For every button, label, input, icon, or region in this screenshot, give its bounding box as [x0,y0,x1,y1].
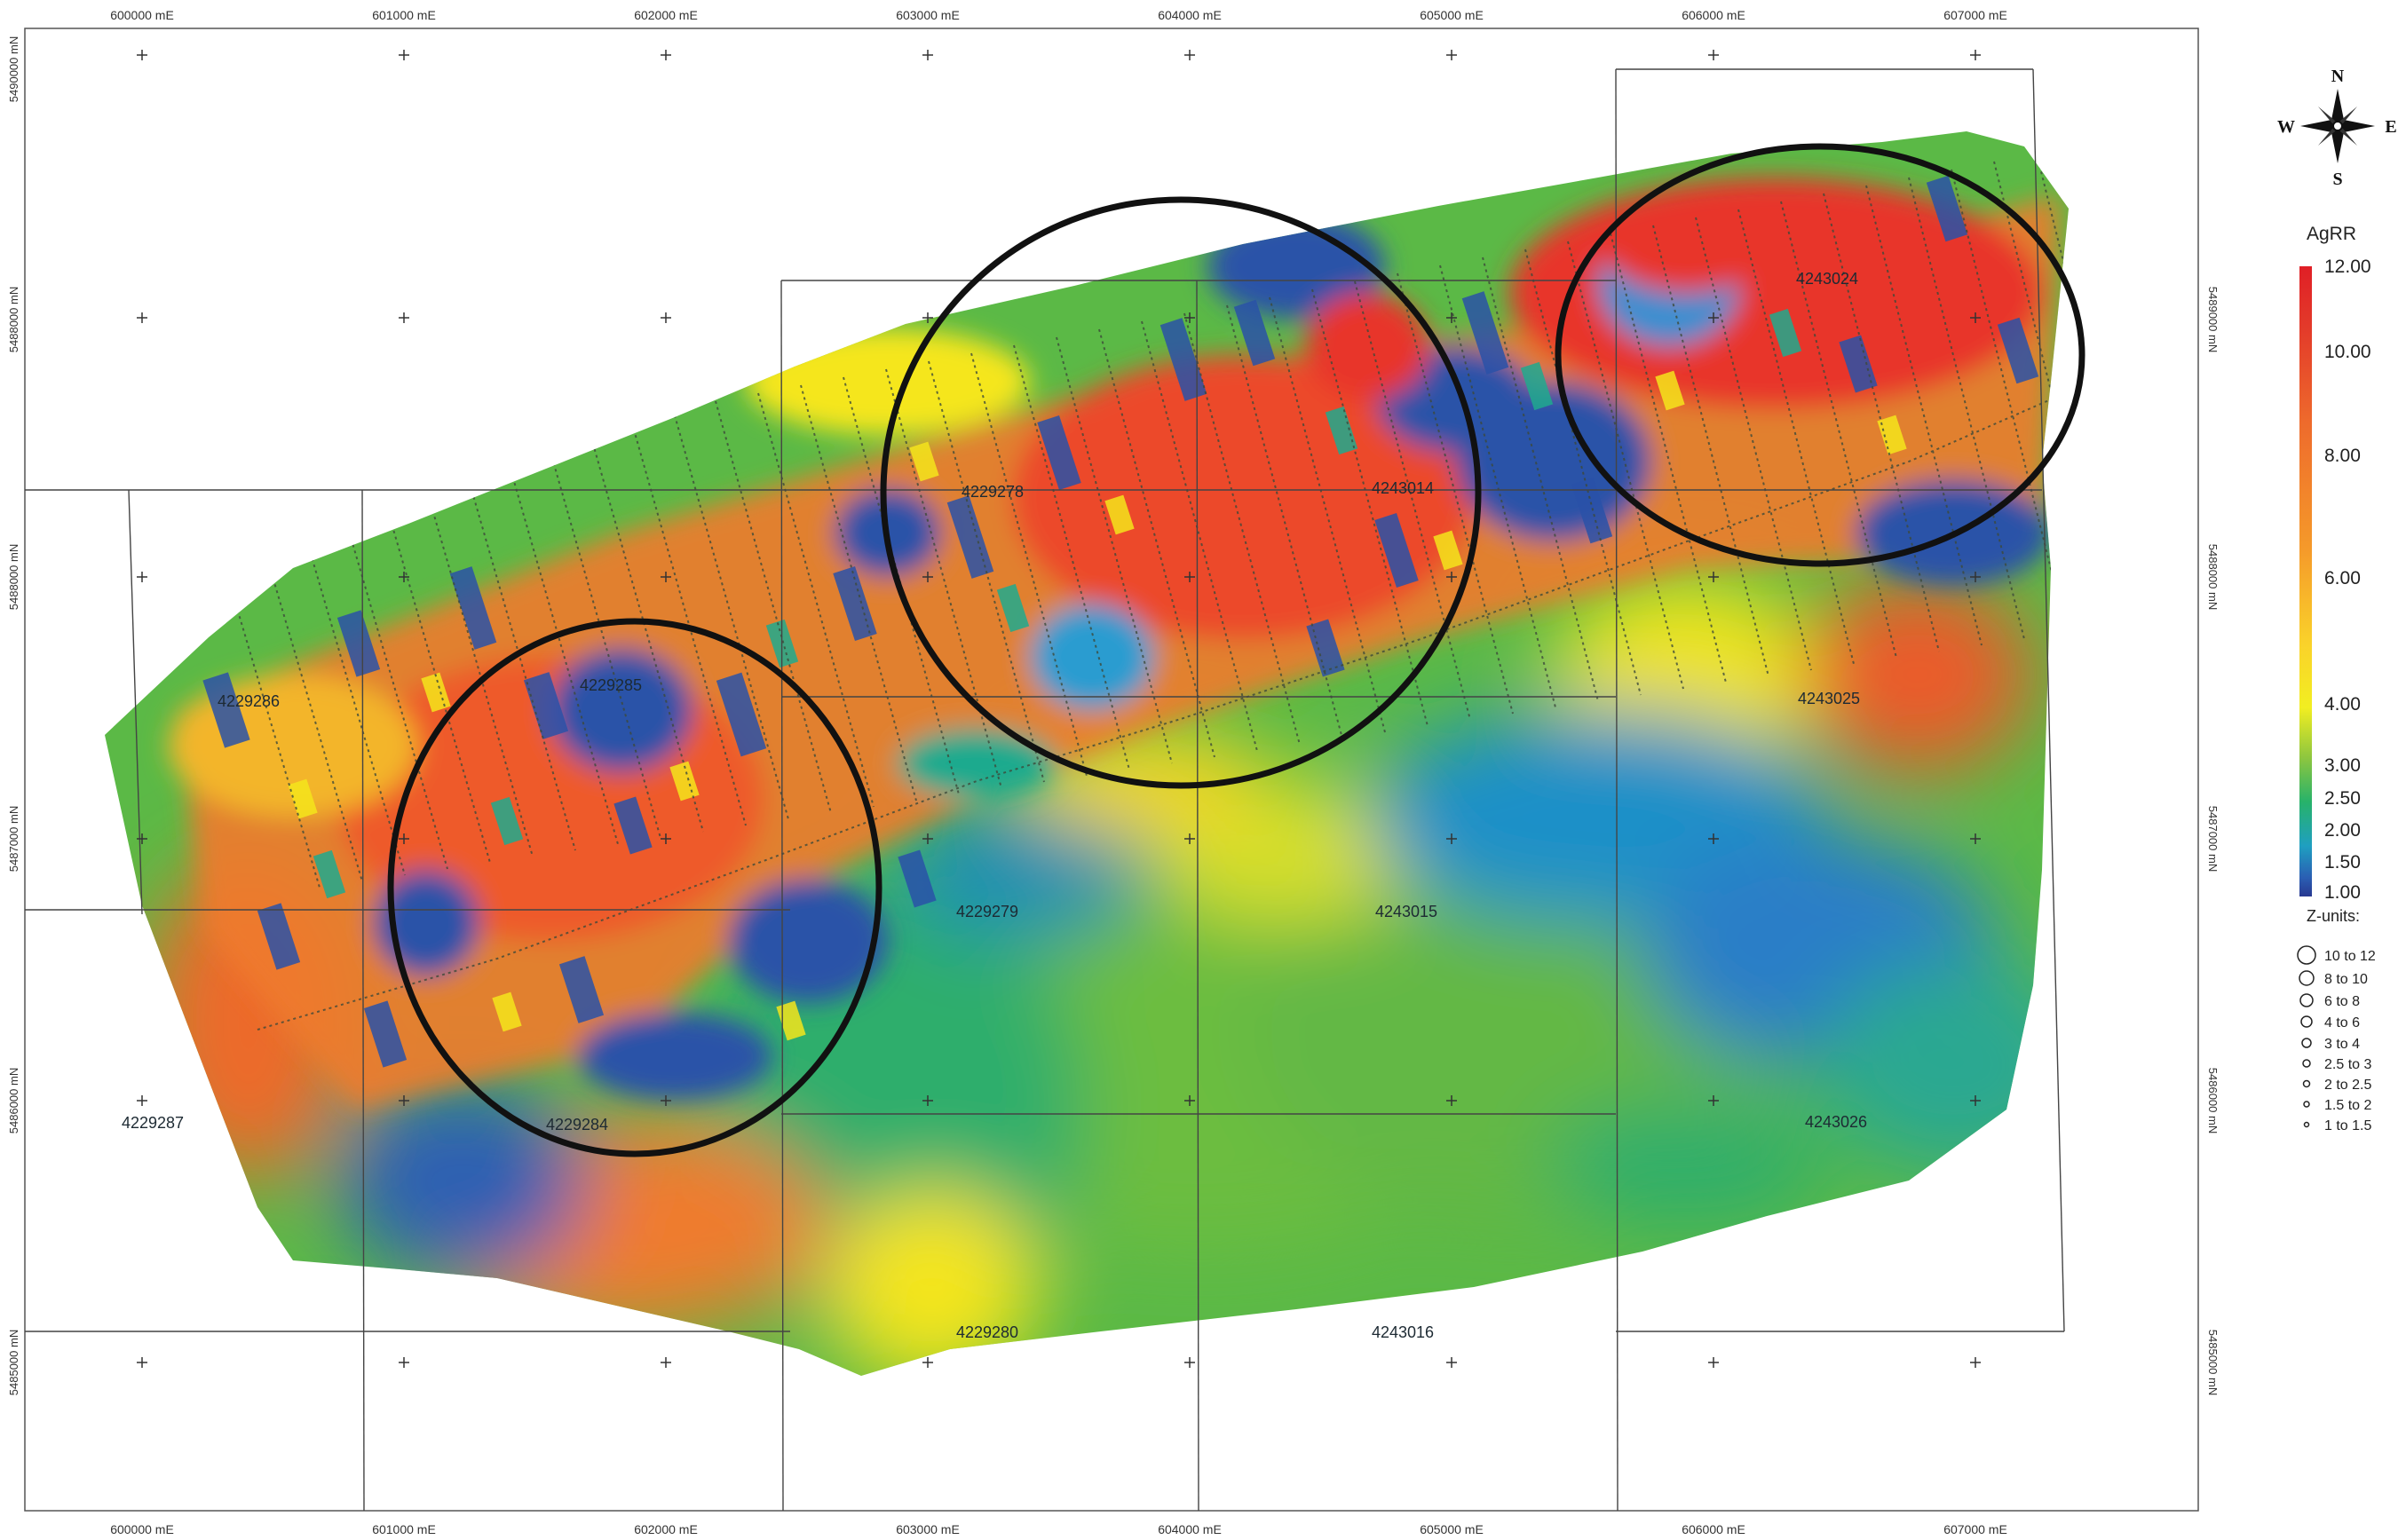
claim-label: 4229285 [580,676,642,694]
northing-left-1: 5488000 mN [7,287,20,352]
easting-bottom-5: 605000 mE [1420,1522,1484,1536]
northing-right-0: 5489000 mN [2206,287,2220,352]
symbol-range: 1.5 to 2 [2324,1098,2371,1113]
grid-cross [922,50,933,60]
grid-cross [137,50,147,60]
claim-label: 4229278 [962,483,1024,501]
northing-right-3: 5486000 mN [2206,1068,2220,1133]
symbol-range: 2.5 to 3 [2324,1057,2371,1072]
easting-bottom-4: 604000 mE [1158,1522,1222,1536]
legend-tick: 2.00 [2324,820,2361,841]
easting-top-2: 602000 mE [634,8,698,22]
claim-label: 4243026 [1805,1113,1867,1131]
legend-tick: 3.00 [2324,755,2361,776]
northing-left-2: 5488000 mN [7,544,20,610]
easting-top-4: 604000 mE [1158,8,1222,22]
symbol-range: 3 to 4 [2324,1037,2360,1052]
legend-tick: 1.00 [2324,882,2361,903]
easting-bottom-2: 602000 mE [634,1522,698,1536]
compass-e: E [2385,117,2396,137]
grid-cross [1446,50,1457,60]
northing-right-4: 5485000 mN [2206,1330,2220,1395]
claim-label: 4229286 [218,692,280,710]
claim-label: 4229279 [956,903,1018,920]
symbol-range: 2 to 2.5 [2324,1078,2371,1093]
grid-cross [1970,1357,1981,1368]
northing-right-1: 5488000 mN [2206,544,2220,610]
legend-tick: 12.00 [2324,257,2371,277]
easting-top-3: 603000 mE [896,8,960,22]
easting-bottom-0: 600000 mE [110,1522,174,1536]
easting-top-5: 605000 mE [1420,8,1484,22]
grid-cross [661,312,671,323]
grid-cross [1446,1357,1457,1368]
grid-cross [137,312,147,323]
easting-bottom-7: 607000 mE [1943,1522,2007,1536]
legend-tick: 8.00 [2324,446,2361,466]
grid-cross [1708,1357,1719,1368]
northing-left-0: 5490000 mN [7,36,20,102]
easting-bottom-6: 606000 mE [1682,1522,1745,1536]
easting-top-6: 606000 mE [1682,8,1745,22]
claim-label: 4229287 [122,1114,184,1132]
north-arrow: N S W E [2277,67,2397,189]
symbol-range: 6 to 8 [2324,994,2360,1009]
easting-top-1: 601000 mE [372,8,436,22]
claim-label: 4243014 [1372,479,1434,497]
grid-cross [399,50,409,60]
northing-left-3: 5487000 mN [7,806,20,872]
grid-cross [1708,50,1719,60]
northing-right-2: 5487000 mN [2206,806,2220,872]
grid-cross [1970,50,1981,60]
compass-w: W [2277,117,2295,137]
legend-tick: 1.50 [2324,852,2361,873]
grid-cross [137,572,147,582]
claim-label: 4229284 [546,1116,608,1133]
zunits-title: Z-units: [2307,907,2360,925]
legend-tick: 4.00 [2324,694,2361,715]
easting-bottom-3: 603000 mE [896,1522,960,1536]
grid-cross [661,1357,671,1368]
grid-cross [922,1357,933,1368]
grid-cross [1184,1357,1195,1368]
compass-n: N [2331,67,2345,86]
symbol-range: 4 to 6 [2324,1015,2360,1031]
compass-s: S [2332,170,2342,189]
claim-label: 4243016 [1372,1323,1434,1341]
claim-label: 4243024 [1796,270,1858,288]
claim-label: 4229280 [956,1323,1018,1341]
grid-cross [661,50,671,60]
claim-label: 4243015 [1375,903,1437,920]
grid-cross [1184,50,1195,60]
easting-bottom-1: 601000 mE [372,1522,436,1536]
agrr-legend: AgRR 12.00 10.00 8.00 6.00 4.00 3.00 2.5… [2298,224,2376,1133]
legend-tick: 2.50 [2324,788,2361,809]
easting-top-7: 607000 mE [1943,8,2007,22]
symbol-range: 10 to 12 [2324,949,2376,964]
grid-cross [399,1357,409,1368]
legend-title: AgRR [2307,224,2356,244]
claim-label: 4243025 [1798,690,1860,707]
easting-top-0: 600000 mE [110,8,174,22]
grid-cross [137,1095,147,1106]
legend-tick: 10.00 [2324,342,2371,362]
northing-left-5: 5485000 mN [7,1330,20,1395]
symbol-range: 8 to 10 [2324,972,2368,987]
symbol-range: 1 to 1.5 [2324,1118,2371,1133]
grid-cross [399,312,409,323]
northing-left-4: 5486000 mN [7,1068,20,1133]
legend-color-ramp [2299,266,2312,896]
legend-tick: 6.00 [2324,568,2361,588]
grid-cross [137,1357,147,1368]
